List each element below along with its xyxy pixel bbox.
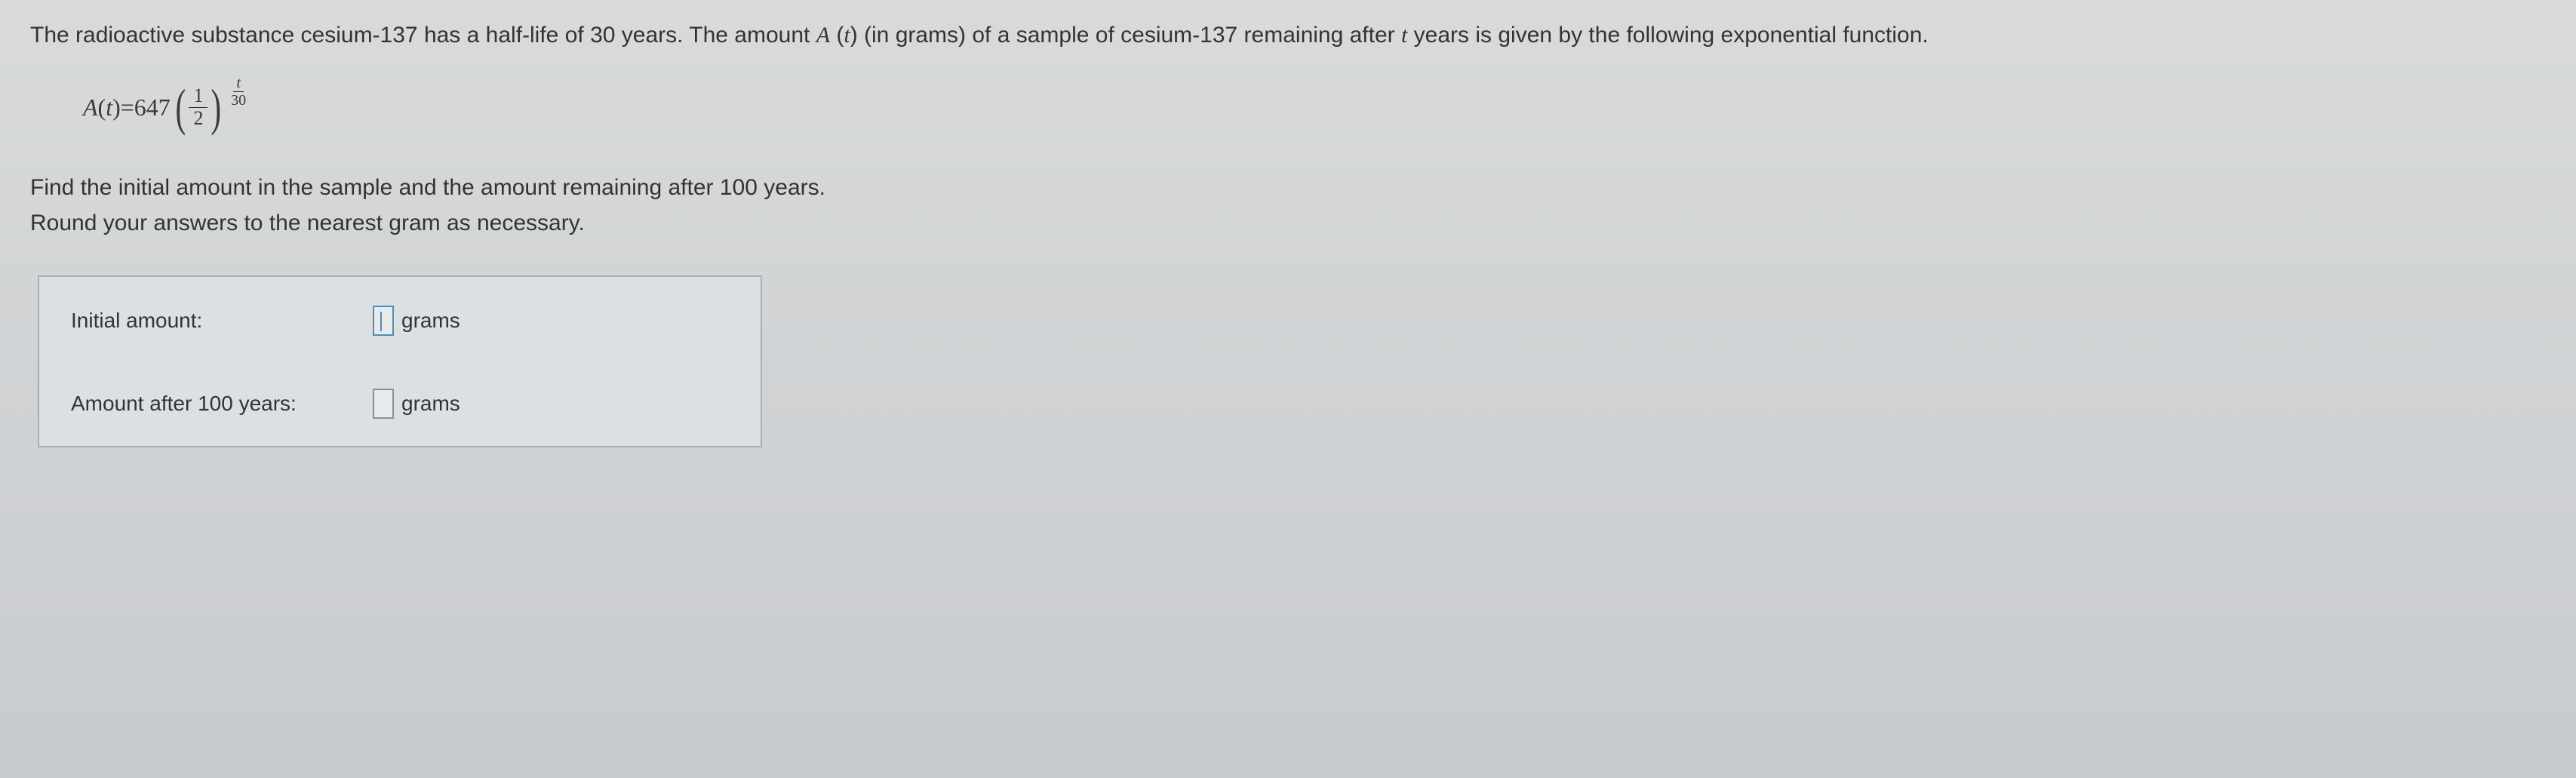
formula-func-var: t [106,94,112,121]
formula-equals: = [121,94,134,121]
half-life-value: 30 [590,23,615,48]
intro-text-2: years. The amount [615,23,816,48]
answer-row-after-100: Amount after 100 years: grams [71,389,729,419]
exponent-fraction: t 30 [228,75,249,109]
after-100-input[interactable] [373,389,394,419]
instr1-years: 100 [720,175,758,200]
instruction-line-1: Find the initial amount in the sample an… [30,171,2546,206]
initial-amount-unit: grams [401,309,460,333]
initial-amount-input[interactable] [373,306,394,336]
formula-lhs: A (t) = 647 [83,94,171,121]
base-numerator: 1 [189,85,207,108]
initial-amount-label: Initial amount: [71,309,373,333]
left-paren: ( [175,87,186,128]
intro-text-4: years is given by the following exponent… [1407,23,1928,48]
intro-text-1: The radioactive substance cesium-137 has… [30,23,590,48]
formula-coefficient: 647 [134,94,171,121]
exponential-formula: A (t) = 647 ( 1 2 ) t 30 [83,75,2546,140]
instr1-part2: years. [758,175,825,200]
formula-func-name: A [83,94,98,121]
instruction-line-2: Round your answers to the nearest gram a… [30,206,2546,241]
instr1-part1: Find the initial amount in the sample an… [30,175,720,200]
base-fraction: 1 2 [189,85,207,129]
exponent-numerator: t [233,75,244,92]
answer-row-initial: Initial amount: grams [71,306,729,336]
instructions-block: Find the initial amount in the sample an… [30,171,2546,241]
after-100-unit: grams [401,392,460,416]
function-name: A [816,23,830,48]
answer-box: Initial amount: grams Amount after 100 y… [38,275,762,447]
exponent-denominator: 30 [228,92,249,109]
function-variable: t [844,23,850,48]
base-denominator: 2 [189,108,207,130]
right-paren: ) [211,87,222,128]
problem-statement: The radioactive substance cesium-137 has… [30,18,2546,52]
formula-base-group: ( 1 2 ) [172,85,225,129]
after-100-label: Amount after 100 years: [71,392,373,416]
intro-text-3: (in grams) of a sample of cesium-137 rem… [858,23,1401,48]
